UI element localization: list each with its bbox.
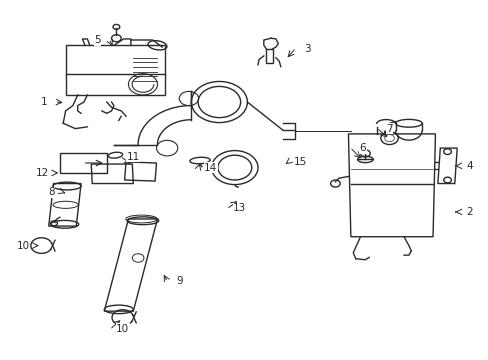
Text: 12: 12 xyxy=(36,168,49,178)
Text: 5: 5 xyxy=(94,35,101,45)
Text: 13: 13 xyxy=(233,203,246,213)
Text: 3: 3 xyxy=(304,44,310,54)
Text: 4: 4 xyxy=(465,161,471,171)
Text: 2: 2 xyxy=(465,207,471,217)
Text: 8: 8 xyxy=(48,188,54,197)
Text: 10: 10 xyxy=(116,324,129,334)
Text: 11: 11 xyxy=(126,152,140,162)
Text: 9: 9 xyxy=(176,276,182,286)
Text: 6: 6 xyxy=(359,143,366,153)
Text: 15: 15 xyxy=(293,157,306,167)
Text: 10: 10 xyxy=(17,240,30,251)
Text: 14: 14 xyxy=(203,163,217,172)
Text: 1: 1 xyxy=(41,97,47,107)
Text: 7: 7 xyxy=(386,123,392,134)
